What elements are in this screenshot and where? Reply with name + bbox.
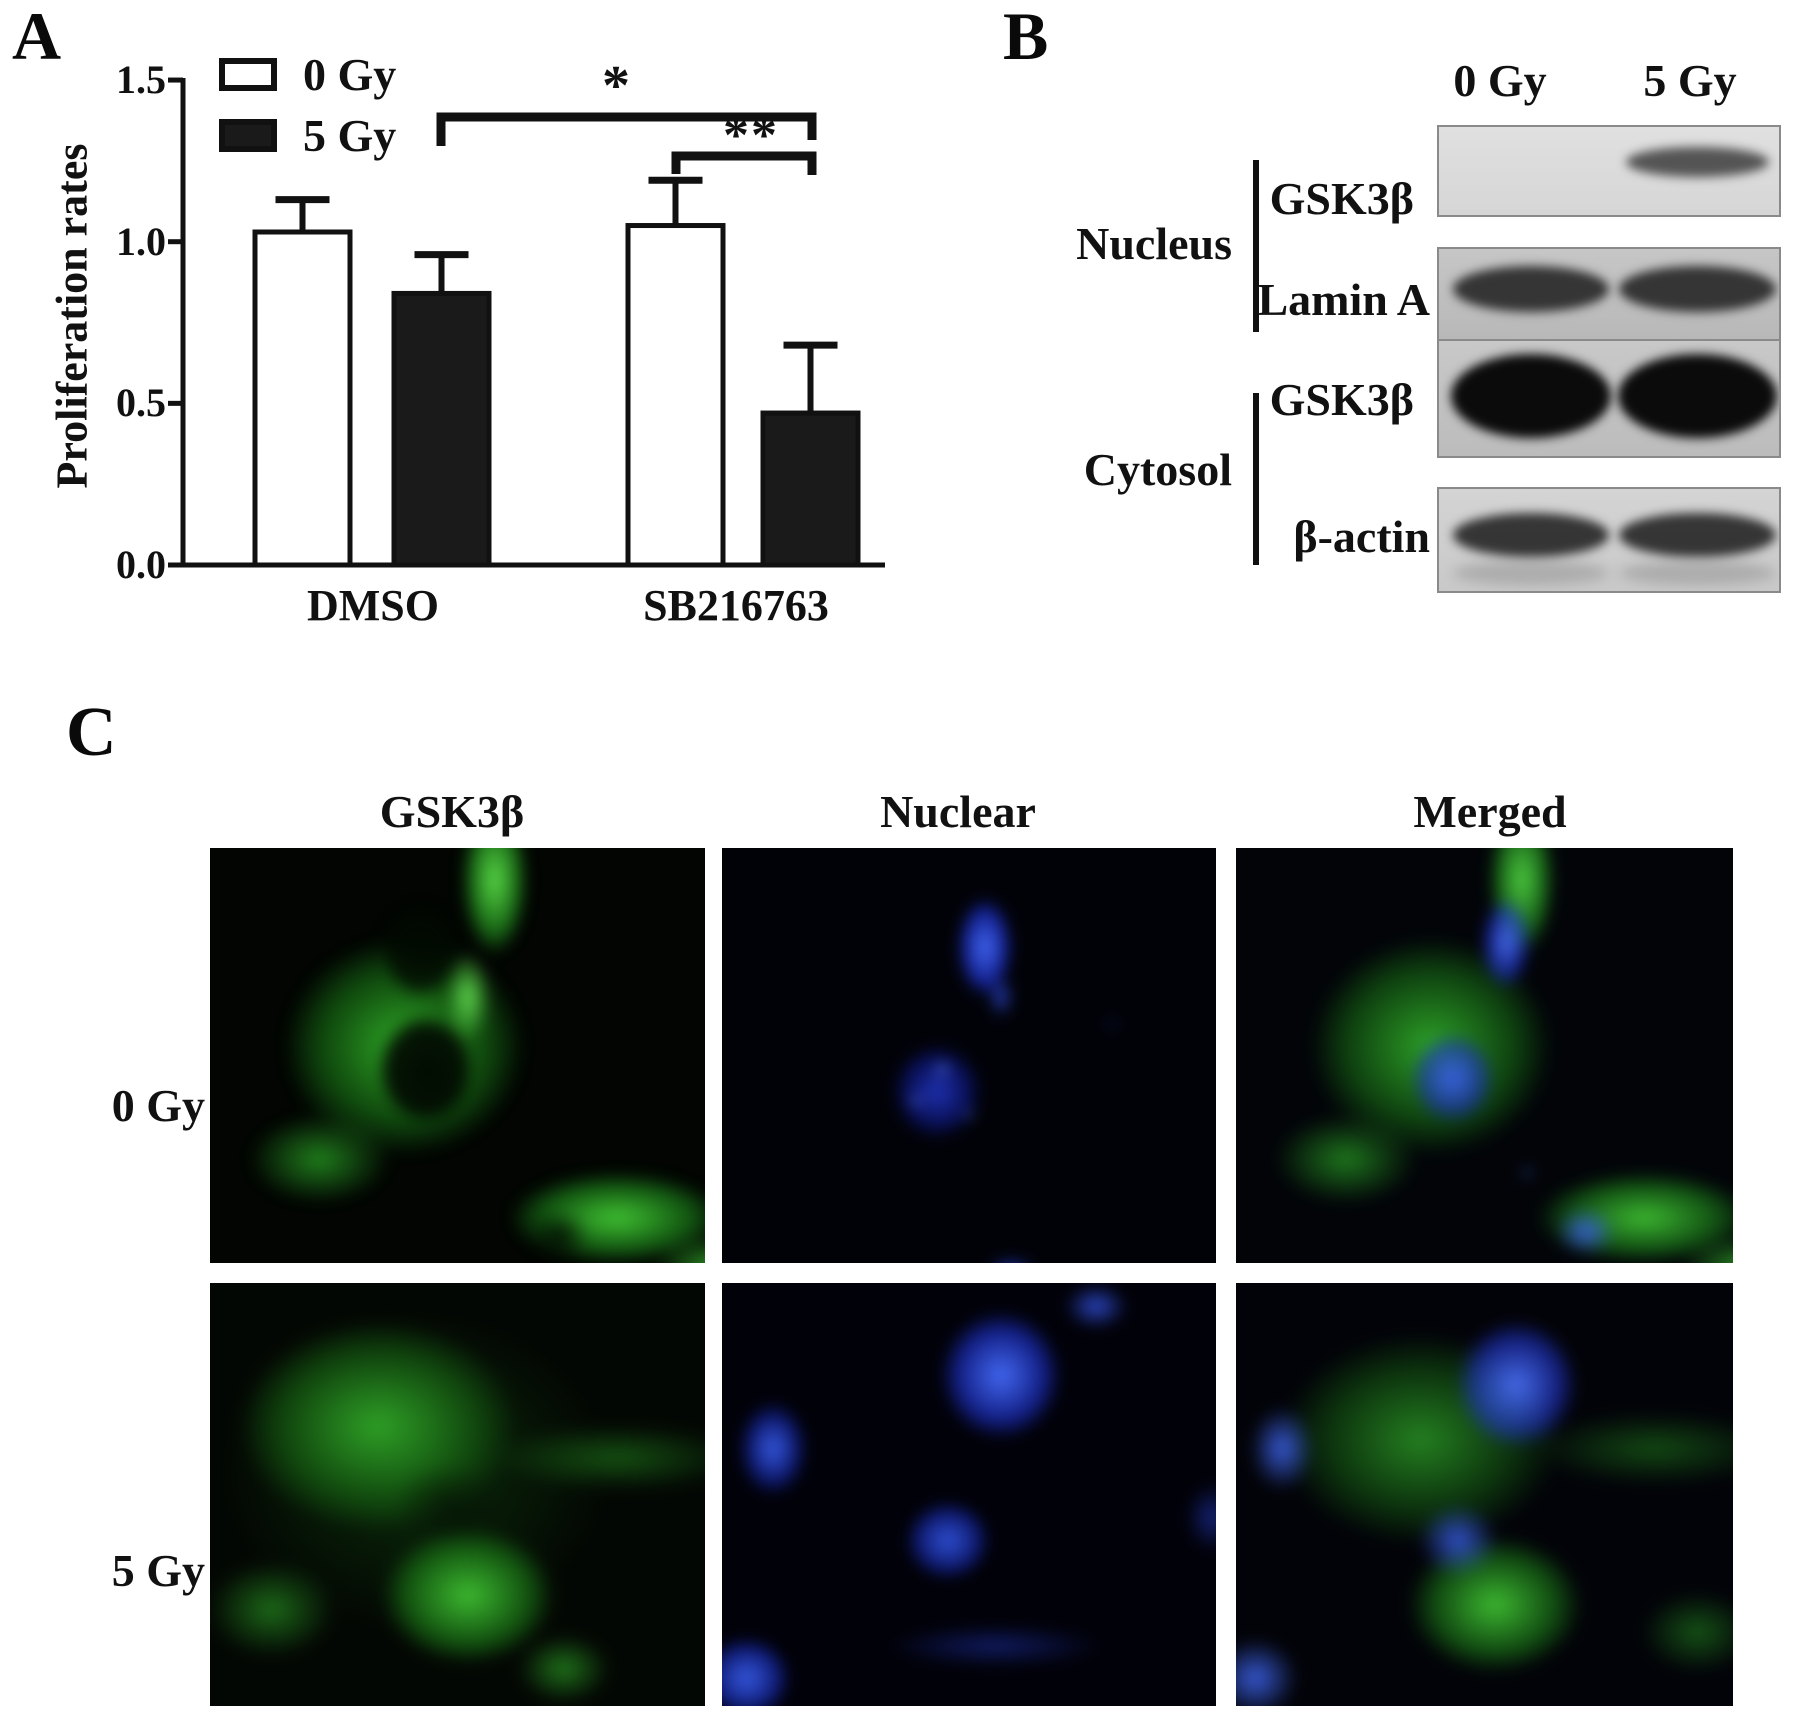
blot-band	[1619, 266, 1776, 313]
significance-star: *	[602, 55, 632, 117]
micrograph-5gy-merged	[1236, 1283, 1733, 1706]
legend-label-5gy: 5 Gy	[303, 110, 397, 161]
micrograph-col-header-merged: Merged	[1413, 786, 1567, 837]
legend-swatch-0gy	[219, 58, 277, 91]
micrograph-image	[1236, 1283, 1733, 1706]
blot-smear	[1452, 560, 1609, 585]
y-tick-3: 1.5	[116, 57, 166, 102]
panel-c-label: C	[66, 694, 117, 771]
blot-group-cytosol: Cytosol	[1083, 444, 1232, 495]
protein-label-lamin-a: Lamin A	[1257, 274, 1430, 325]
blot-lane-header-0gy: 0 Gy	[1453, 55, 1547, 106]
micrograph-image	[210, 1283, 705, 1706]
y-tick-2: 1.0	[116, 219, 166, 264]
protein-label-beta-actin: β-actin	[1293, 511, 1430, 562]
significance-bracket-1	[436, 112, 817, 146]
micrograph-0gy-gsk3b	[210, 848, 705, 1263]
blot-nucleus-lamin-a	[1437, 247, 1781, 342]
blot-band	[1450, 354, 1611, 439]
blot-band	[1626, 147, 1769, 178]
blot-lane-header-5gy: 5 Gy	[1643, 55, 1737, 106]
legend-label-0gy: 0 Gy	[303, 49, 397, 100]
blot-band	[1452, 512, 1609, 557]
blot-cytosol-gsk3b	[1437, 339, 1781, 458]
panel-a-label: A	[12, 0, 62, 74]
legend-swatch-5gy	[219, 119, 277, 152]
micrograph-0gy-merged	[1236, 848, 1733, 1263]
x-category-dmso: DMSO	[307, 581, 439, 630]
nucleus-bracket-line	[1253, 160, 1259, 332]
blot-band	[1619, 512, 1776, 557]
protein-label-gsk3b-nucleus: GSK3β	[1269, 173, 1414, 224]
micrograph-col-header-gsk3b: GSK3β	[379, 786, 525, 837]
micrograph-5gy-nuclear	[722, 1283, 1216, 1706]
micrograph-col-header-nuclear: Nuclear	[880, 786, 1036, 837]
panel-b-label: B	[1003, 0, 1049, 74]
significance-bracket-2	[671, 151, 817, 175]
micrograph-image	[210, 848, 705, 1263]
micrograph-row-header-0gy: 0 Gy	[111, 1080, 205, 1131]
protein-label-gsk3b-cytosol: GSK3β	[1269, 374, 1414, 425]
micrograph-row-header-5gy: 5 Gy	[111, 1545, 205, 1596]
y-axis-title: Proliferation rates	[47, 143, 97, 489]
blot-smear	[1619, 560, 1776, 585]
blot-band	[1617, 354, 1778, 439]
blot-nucleus-gsk3b	[1437, 125, 1781, 217]
y-tick-0: 0.0	[116, 542, 166, 587]
micrograph-5gy-gsk3b	[210, 1283, 705, 1706]
x-category-sb216763: SB216763	[643, 581, 829, 630]
micrograph-0gy-nuclear	[722, 848, 1216, 1263]
bar-chart	[168, 77, 885, 568]
significance-double-star: **	[723, 107, 779, 164]
blot-band	[1452, 266, 1609, 313]
micrograph-image	[1236, 848, 1733, 1263]
cytosol-bracket-line	[1253, 393, 1259, 565]
blot-group-nucleus: Nucleus	[1076, 218, 1232, 269]
y-tick-1: 0.5	[116, 380, 166, 425]
micrograph-image	[722, 1283, 1216, 1706]
blot-cytosol-beta-actin	[1437, 487, 1781, 593]
micrograph-image	[722, 848, 1216, 1263]
